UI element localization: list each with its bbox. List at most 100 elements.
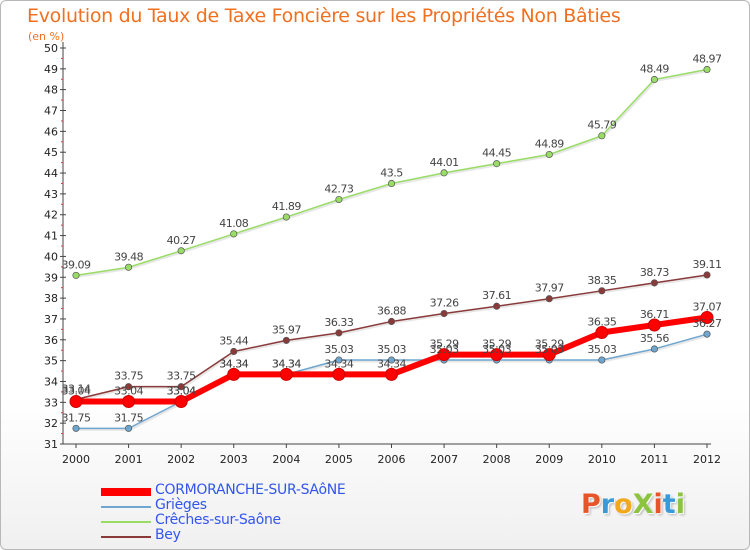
logo-letter: t [662,489,676,520]
data-point-cr-ches-sur-sa-ne-2004 [282,213,290,221]
y-minor-tick [61,245,63,247]
data-label-gri-ges-2002: 33.04 [167,384,196,397]
data-point-cr-ches-sur-sa-ne-2011 [650,75,658,84]
y-minor-tick [61,78,63,80]
unit-label: (en %) [28,30,65,43]
x-tick-label-2002: 2002 [167,453,195,466]
y-tick-label-48: 48 [44,84,58,97]
y-minor-tick [61,203,63,205]
data-label-cr-ches-sur-sa-ne-2006: 43.5 [380,166,403,179]
logo-letter: o [614,489,633,520]
data-point-cr-ches-sur-sa-ne-2002 [177,247,185,255]
data-label-bey-2002: 33.75 [167,370,196,383]
data-label-cr-ches-sur-sa-ne-2004: 41.89 [272,200,301,213]
data-label-cormoranche-sur-sa-ne-2004: 34.34 [272,357,301,370]
data-label-gri-ges-2010: 35.03 [587,343,616,356]
legend-swatch-cormoranche-sur-sa-ne [101,488,151,496]
data-point-cormoranche-sur-sa-ne-2010 [595,325,609,339]
data-label-bey-2009: 37.97 [535,282,564,295]
data-point-cr-ches-sur-sa-ne-2005 [335,195,343,204]
data-label-cr-ches-sur-sa-ne-2010: 45.79 [587,119,616,132]
data-label-bey-2007: 37.26 [430,297,459,310]
data-point-cormoranche-sur-sa-ne-2003 [227,367,241,381]
data-label-cormoranche-sur-sa-ne-2002: 33.04 [167,384,196,397]
data-point-cormoranche-sur-sa-ne-2011 [647,318,661,332]
data-point-cr-ches-sur-sa-ne-2008 [493,160,501,168]
data-label-cr-ches-sur-sa-ne-2005: 42.73 [324,183,353,196]
y-tick-label-38: 38 [44,292,58,305]
data-point-cormoranche-sur-sa-ne-2000 [69,394,83,408]
data-label-gri-ges-2003: 34.34 [219,357,248,370]
y-minor-tick [61,328,63,330]
data-label-cr-ches-sur-sa-ne-2008: 44.45 [482,147,511,160]
data-point-bey-2006 [387,317,396,325]
data-point-cormoranche-sur-sa-ne-2009 [542,348,556,362]
data-point-cormoranche-sur-sa-ne-2001 [122,394,136,408]
data-point-bey-2001 [125,383,133,391]
y-tick-label-49: 49 [44,63,58,76]
data-point-cr-ches-sur-sa-ne-2006 [387,179,396,188]
data-label-gri-ges-2009: 35.03 [535,343,564,356]
data-point-cr-ches-sur-sa-ne-2012 [703,65,711,74]
y-minor-tick [61,99,63,101]
y-tick-label-45: 45 [44,146,58,159]
data-label-bey-2006: 36.88 [377,304,406,317]
x-tick-label-2001: 2001 [115,453,143,466]
data-point-bey-2010 [598,287,606,295]
data-label-gri-ges-2000: 31.75 [62,411,91,424]
data-label-gri-ges-2008: 35.03 [482,343,511,356]
y-minor-tick [61,349,63,351]
data-label-cr-ches-sur-sa-ne-2012: 48.97 [693,52,722,65]
logo-letter: r [600,489,615,520]
x-tick-label-2012: 2012 [693,453,721,466]
x-tick-label-2008: 2008 [483,453,511,466]
data-label-bey-2012: 39.11 [693,258,722,271]
y-tick-label-50: 50 [44,42,58,55]
data-point-bey-2005 [335,329,343,337]
y-minor-tick [61,433,63,435]
logo-letter: i [675,489,685,520]
y-minor-tick [61,412,63,414]
x-tick-label-2004: 2004 [272,453,300,466]
data-label-cormoranche-sur-sa-ne-2007: 35.29 [430,338,459,351]
y-minor-tick [61,182,63,184]
y-minor-tick [61,57,63,59]
data-point-cormoranche-sur-sa-ne-2002 [174,394,188,408]
data-label-bey-2008: 37.61 [482,289,511,302]
data-point-cormoranche-sur-sa-ne-2004 [279,367,293,381]
y-tick-label-36: 36 [44,334,58,347]
data-point-gri-ges-2006 [387,356,396,364]
data-point-gri-ges-2012 [703,330,711,338]
y-tick-label-41: 41 [44,230,58,243]
data-point-cr-ches-sur-sa-ne-2003 [230,230,238,238]
data-label-bey-2005: 36.33 [324,316,353,329]
logo-letter: i [653,489,663,520]
data-point-gri-ges-2010 [598,356,606,364]
x-tick-label-2011: 2011 [640,453,668,466]
legend-label-bey: Bey [155,527,181,543]
data-point-cr-ches-sur-sa-ne-2001 [125,263,133,271]
data-label-cormoranche-sur-sa-ne-2011: 36.71 [640,308,669,321]
y-tick-label-47: 47 [44,105,58,118]
data-label-cormoranche-sur-sa-ne-2001: 33.04 [114,384,143,397]
data-point-bey-2003 [230,347,238,356]
y-tick-label-37: 37 [44,313,58,326]
data-point-cr-ches-sur-sa-ne-2007 [440,169,448,177]
data-label-cr-ches-sur-sa-ne-2001: 39.48 [114,250,143,263]
data-point-cormoranche-sur-sa-ne-2005 [332,367,346,381]
data-point-cr-ches-sur-sa-ne-2000 [72,271,80,279]
data-label-bey-2010: 38.35 [587,274,616,287]
legend-label-gri-ges: Grièges [155,497,207,513]
data-label-cr-ches-sur-sa-ne-2000: 39.09 [62,258,91,271]
x-tick-label-2005: 2005 [325,453,353,466]
data-label-cormoranche-sur-sa-ne-2006: 34.34 [377,357,406,370]
data-point-bey-2002 [177,383,185,391]
data-label-gri-ges-2005: 35.03 [324,343,353,356]
data-point-gri-ges-2001 [125,424,133,432]
data-label-cormoranche-sur-sa-ne-2008: 35.29 [482,338,511,351]
y-tick-label-44: 44 [44,167,58,180]
legend-swatch-gri-ges [101,506,151,508]
y-tick-label-42: 42 [44,209,58,222]
data-point-bey-2004 [282,336,290,344]
